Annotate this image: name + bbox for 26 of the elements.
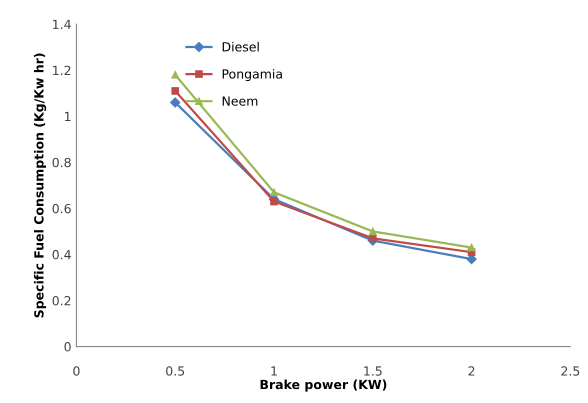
point xyxy=(368,228,377,236)
y-tick-label: 0.6 xyxy=(52,204,71,214)
point xyxy=(270,198,278,206)
x-tick-label: 2 xyxy=(468,366,474,376)
x-tick-label: 0.5 xyxy=(166,366,184,376)
y-tick-label: 0.8 xyxy=(52,158,71,168)
y-tick-label: 1.2 xyxy=(53,66,70,75)
y-tick-label: 0.2 xyxy=(52,296,70,306)
x-axis-title: Brake power (KW) xyxy=(260,380,386,392)
y-tick-label: 1 xyxy=(65,112,70,122)
x-tick-label: 2.5 xyxy=(561,366,580,376)
point xyxy=(170,97,180,108)
x-tick-label: 0 xyxy=(73,366,80,376)
y-tick-label: 0.4 xyxy=(52,250,71,260)
point xyxy=(171,71,180,79)
y-tick-label: 1.4 xyxy=(53,20,71,29)
y-tick-label: 0 xyxy=(64,342,71,352)
point xyxy=(171,87,180,95)
point xyxy=(270,188,278,196)
x-tick-label: 1 xyxy=(271,366,277,376)
x-tick-label: 1.5 xyxy=(364,366,382,376)
point xyxy=(468,244,476,252)
y-axis-title: Specific Fuel Consumption (Kg/Kw hr) xyxy=(34,54,46,318)
legend-label: Pongamia xyxy=(222,68,282,82)
legend-label: Neem xyxy=(222,96,258,106)
legend-label: Diesel xyxy=(222,42,259,52)
